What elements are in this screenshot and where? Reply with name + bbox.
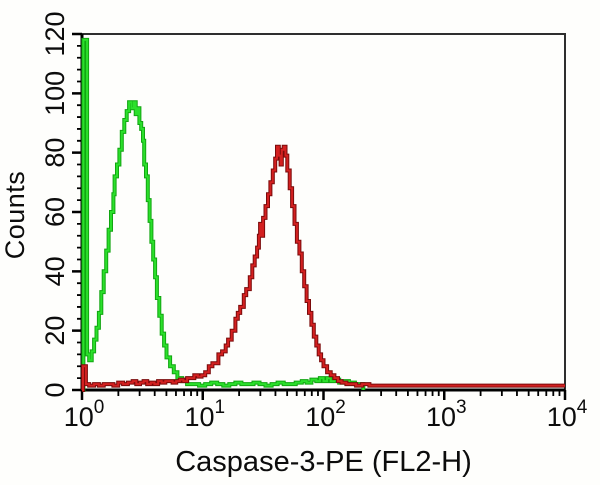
x-tick-label: 104 (547, 397, 588, 432)
x-tick-label: 102 (305, 397, 346, 432)
y-tick-label: 20 (40, 316, 70, 346)
plot-frame (82, 33, 566, 390)
y-tick-label: 80 (40, 138, 70, 168)
y-tick-label: 60 (40, 197, 70, 227)
x-tick-label: 101 (184, 397, 225, 432)
y-axis-title: Counts (0, 170, 30, 260)
y-axis-major-ticks (72, 32, 82, 392)
x-axis-minor-ticks (117, 390, 561, 396)
y-tick-label: 100 (40, 71, 70, 116)
x-axis-major-ticks (80, 390, 567, 400)
x-axis-title: Caspase-3-PE (FL2-H) (175, 446, 472, 478)
y-axis-minor-ticks (77, 44, 82, 380)
green-curve (82, 38, 365, 391)
y-tick-label: 0 (40, 382, 70, 397)
green-curve-edge (81, 37, 366, 392)
red-curve (82, 145, 565, 391)
y-tick-label: 40 (40, 256, 70, 286)
axis-lines (80, 34, 565, 392)
y-tick-label: 120 (40, 11, 70, 56)
x-tick-label: 103 (426, 397, 467, 432)
x-tick-label: 100 (64, 397, 105, 432)
